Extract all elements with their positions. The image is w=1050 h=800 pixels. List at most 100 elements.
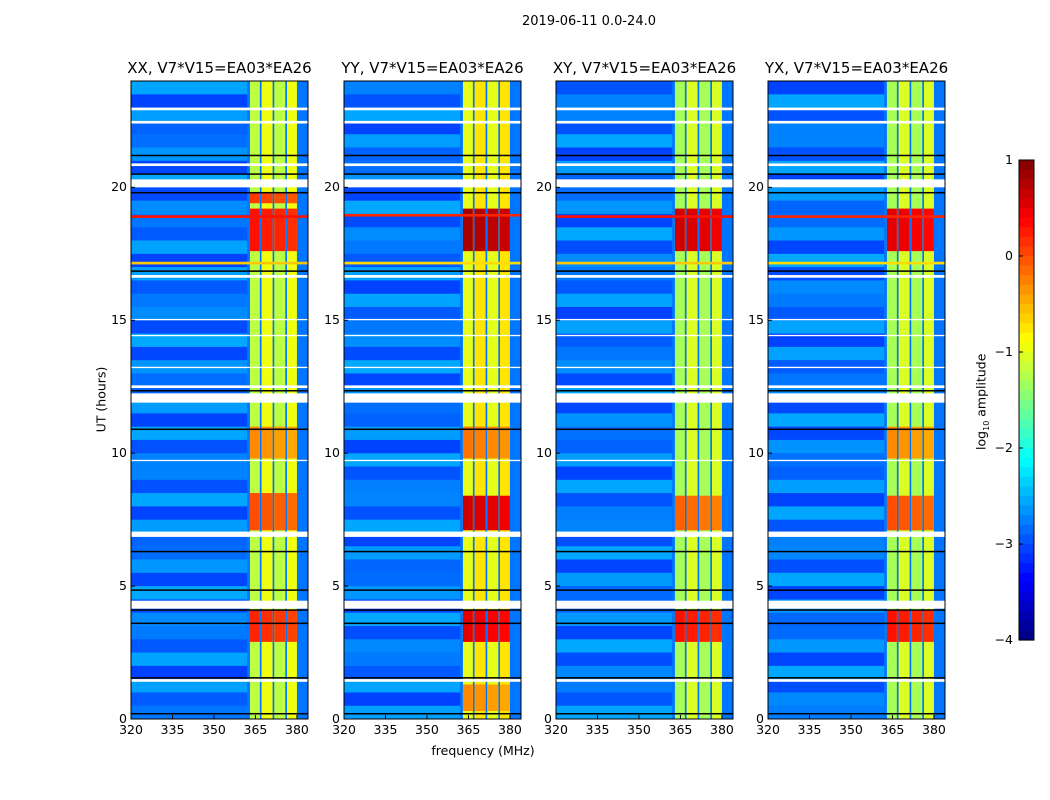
flagged-row	[556, 385, 733, 389]
flagged-row	[131, 385, 308, 389]
black-line	[131, 589, 308, 591]
background-cell	[131, 466, 248, 480]
background-cell	[768, 519, 885, 533]
rfi-row	[768, 261, 945, 265]
hot-cell	[274, 493, 286, 531]
flagged-row	[556, 679, 733, 682]
hot-cell	[674, 495, 685, 531]
background-cell	[556, 107, 673, 121]
flagged-row	[768, 600, 945, 609]
background-cell	[768, 439, 885, 454]
black-line	[344, 389, 521, 392]
black-line	[344, 622, 521, 625]
background-cell	[131, 346, 248, 361]
background-cell	[344, 187, 461, 201]
hot-cell	[699, 495, 711, 531]
background-cell	[131, 160, 248, 175]
flagged-row	[768, 531, 945, 537]
hot-cell	[474, 426, 486, 459]
hot-cell	[898, 610, 910, 642]
background-cell	[344, 200, 461, 214]
hot-cell	[499, 684, 510, 712]
hot-cell	[487, 208, 499, 252]
black-line	[556, 589, 733, 591]
colorbar-cell	[1019, 188, 1034, 199]
y-tick-label: 10	[748, 445, 764, 461]
colorbar-cell	[1019, 496, 1034, 507]
background-cell	[556, 187, 673, 201]
colorbar-cell	[1019, 486, 1034, 497]
background-cell	[344, 692, 461, 706]
black-line	[131, 389, 308, 392]
black-line	[768, 191, 945, 194]
flagged-row	[131, 459, 308, 462]
hot-cell	[923, 208, 934, 252]
flagged-row	[344, 393, 521, 403]
background-cell	[556, 333, 673, 347]
panel-title: YY, V7*V15=EA03*EA26	[341, 59, 524, 77]
black-line	[768, 589, 945, 591]
x-tick-label: 365	[880, 722, 905, 737]
y-tick-label: 10	[536, 445, 552, 461]
flagged-row	[556, 120, 733, 124]
colorbar-cell	[1019, 400, 1034, 411]
flagged-row	[556, 531, 733, 537]
black-line	[556, 712, 733, 715]
background-cell	[556, 572, 673, 587]
hot-cell	[898, 426, 910, 459]
colorbar-cell	[1019, 361, 1034, 372]
colorbar-cell	[1019, 332, 1034, 343]
flagged-row	[344, 275, 521, 278]
spectrogram-panel	[555, 80, 734, 720]
background-cell	[131, 413, 248, 427]
background-cell	[556, 639, 673, 653]
hot-cell	[699, 610, 711, 642]
background-cell	[768, 679, 885, 693]
colorbar-cell	[1019, 428, 1034, 439]
background-cell	[344, 320, 461, 334]
black-line	[768, 270, 945, 272]
black-line	[768, 622, 945, 625]
background-cell	[131, 306, 248, 321]
flagged-row	[344, 679, 521, 682]
spectrogram-panel	[343, 80, 522, 720]
flagged-row	[556, 275, 733, 278]
hot-cell	[487, 495, 499, 531]
background-cell	[768, 253, 885, 268]
background-cell	[768, 320, 885, 334]
flagged-row	[768, 318, 945, 321]
hot-cell	[499, 208, 510, 252]
flagged-row	[344, 334, 521, 337]
flagged-row	[131, 393, 308, 403]
flagged-row	[131, 318, 308, 321]
hot-cell	[462, 208, 473, 252]
background-cell	[344, 479, 461, 494]
flagged-row	[556, 366, 733, 369]
background-cell	[768, 506, 885, 520]
black-line	[768, 154, 945, 157]
hot-cell	[261, 610, 273, 642]
colorbar-cell	[1019, 572, 1034, 583]
background-cell	[344, 652, 461, 666]
y-tick-label: 10	[111, 445, 127, 461]
background-cell	[556, 200, 673, 214]
background-cell	[768, 572, 885, 587]
background-cell	[131, 373, 248, 387]
background-cell	[131, 120, 248, 135]
x-tick-label: 350	[839, 722, 863, 737]
flagged-row	[131, 107, 308, 111]
background-cell	[768, 147, 885, 161]
flagged-row	[344, 120, 521, 124]
background-cell	[556, 360, 673, 374]
colorbar-cell	[1019, 208, 1034, 219]
y-tick-label: 20	[324, 179, 340, 195]
black-line	[556, 173, 733, 175]
colorbar-cell	[1019, 160, 1034, 171]
colorbar-cell	[1019, 380, 1034, 391]
black-line	[556, 677, 733, 679]
colorbar-cell	[1019, 265, 1034, 276]
black-line	[131, 191, 308, 194]
background-cell	[768, 400, 885, 414]
background-cell	[344, 639, 461, 653]
x-tick-label: 320	[119, 722, 143, 737]
